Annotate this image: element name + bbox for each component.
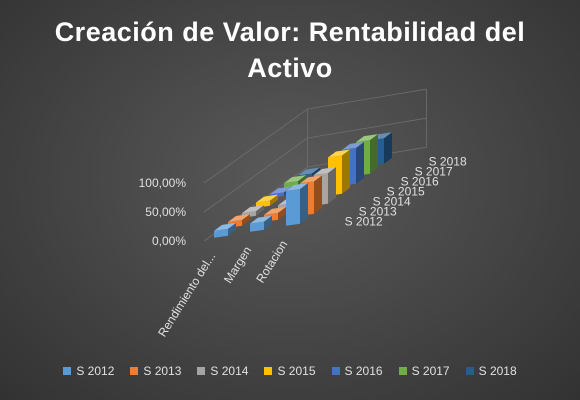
bar-top (298, 167, 320, 176)
bar-top (242, 205, 264, 214)
series-axis-label: S 2015 (387, 184, 425, 198)
chart-legend: S 2012 S 2013 S 2014 S 2015 S 2016 S 2017 S 20… (0, 364, 580, 378)
legend-item: S 2017 (398, 364, 450, 378)
bar-side (314, 175, 322, 214)
legend-label: S 2017 (411, 364, 450, 378)
bar-side (356, 141, 364, 184)
bar-top (250, 215, 272, 224)
legend-swatch (63, 367, 72, 375)
legend-label: S 2012 (76, 364, 115, 378)
series-axis-label: S 2014 (373, 194, 411, 208)
bar-side (256, 205, 264, 216)
bar-side (298, 175, 306, 186)
legend-item: S 2012 (63, 364, 114, 378)
x-tick-label: Rotacion (253, 238, 290, 286)
bar-side (370, 134, 378, 174)
legend-item: S 2015 (264, 364, 316, 378)
legend-swatch (331, 367, 340, 375)
legend-swatch (398, 367, 407, 375)
series-axis-label: S 2012 (345, 214, 383, 228)
bar-side (242, 214, 250, 226)
series-axis-label: S 2017 (415, 164, 453, 178)
y-tick-label: 50,00% (145, 205, 186, 219)
bar-top (270, 186, 292, 195)
bar-side (264, 215, 272, 230)
legend-item: S 2013 (130, 364, 181, 378)
bar (286, 189, 300, 226)
bar-side (270, 194, 278, 206)
legend-label: S 2015 (277, 364, 316, 378)
bar-side (328, 167, 336, 204)
y-tick-label: 100,00% (139, 176, 187, 190)
bar-top (314, 167, 336, 176)
series-axis-label: S 2016 (401, 174, 439, 188)
bar (250, 221, 264, 232)
legend-swatch (130, 367, 139, 375)
bar-top (342, 141, 364, 150)
y-tick-label: 0,00% (152, 234, 186, 248)
bar-top (328, 149, 350, 158)
legend-swatch (197, 367, 206, 375)
legend-label: S 2014 (210, 364, 249, 378)
bar-side (228, 222, 236, 236)
bar-top (284, 175, 306, 184)
chart-title: Creación de Valor: Rentabilidad del Acti… (54, 17, 526, 83)
bar-top (214, 222, 236, 231)
legend-swatch (264, 367, 273, 375)
legend-label: S 2013 (143, 364, 182, 378)
bar-side (300, 183, 308, 224)
bar-top (286, 183, 308, 191)
bar-top (264, 206, 286, 215)
bar (214, 228, 228, 238)
series-axis-label: S 2018 (429, 154, 467, 168)
series-axis-label: S 2013 (359, 204, 397, 218)
bar-side (312, 167, 320, 176)
x-tick-label: Margen (221, 244, 254, 286)
bar-top (228, 214, 250, 222)
x-tick-label: Rendimiento del... (155, 250, 218, 339)
legend-item: S 2016 (331, 364, 383, 378)
bar-side (384, 132, 392, 164)
legend-item: S 2014 (197, 364, 248, 378)
legend-item: S 2018 (465, 364, 517, 378)
bar-top (300, 175, 322, 184)
bar-top (256, 194, 278, 203)
bar-side (342, 149, 350, 194)
bar-top (356, 134, 378, 143)
legend-label: S 2016 (344, 364, 383, 378)
legend-label: S 2018 (478, 364, 517, 378)
bar-side (278, 206, 286, 220)
legend-swatch (465, 367, 474, 375)
